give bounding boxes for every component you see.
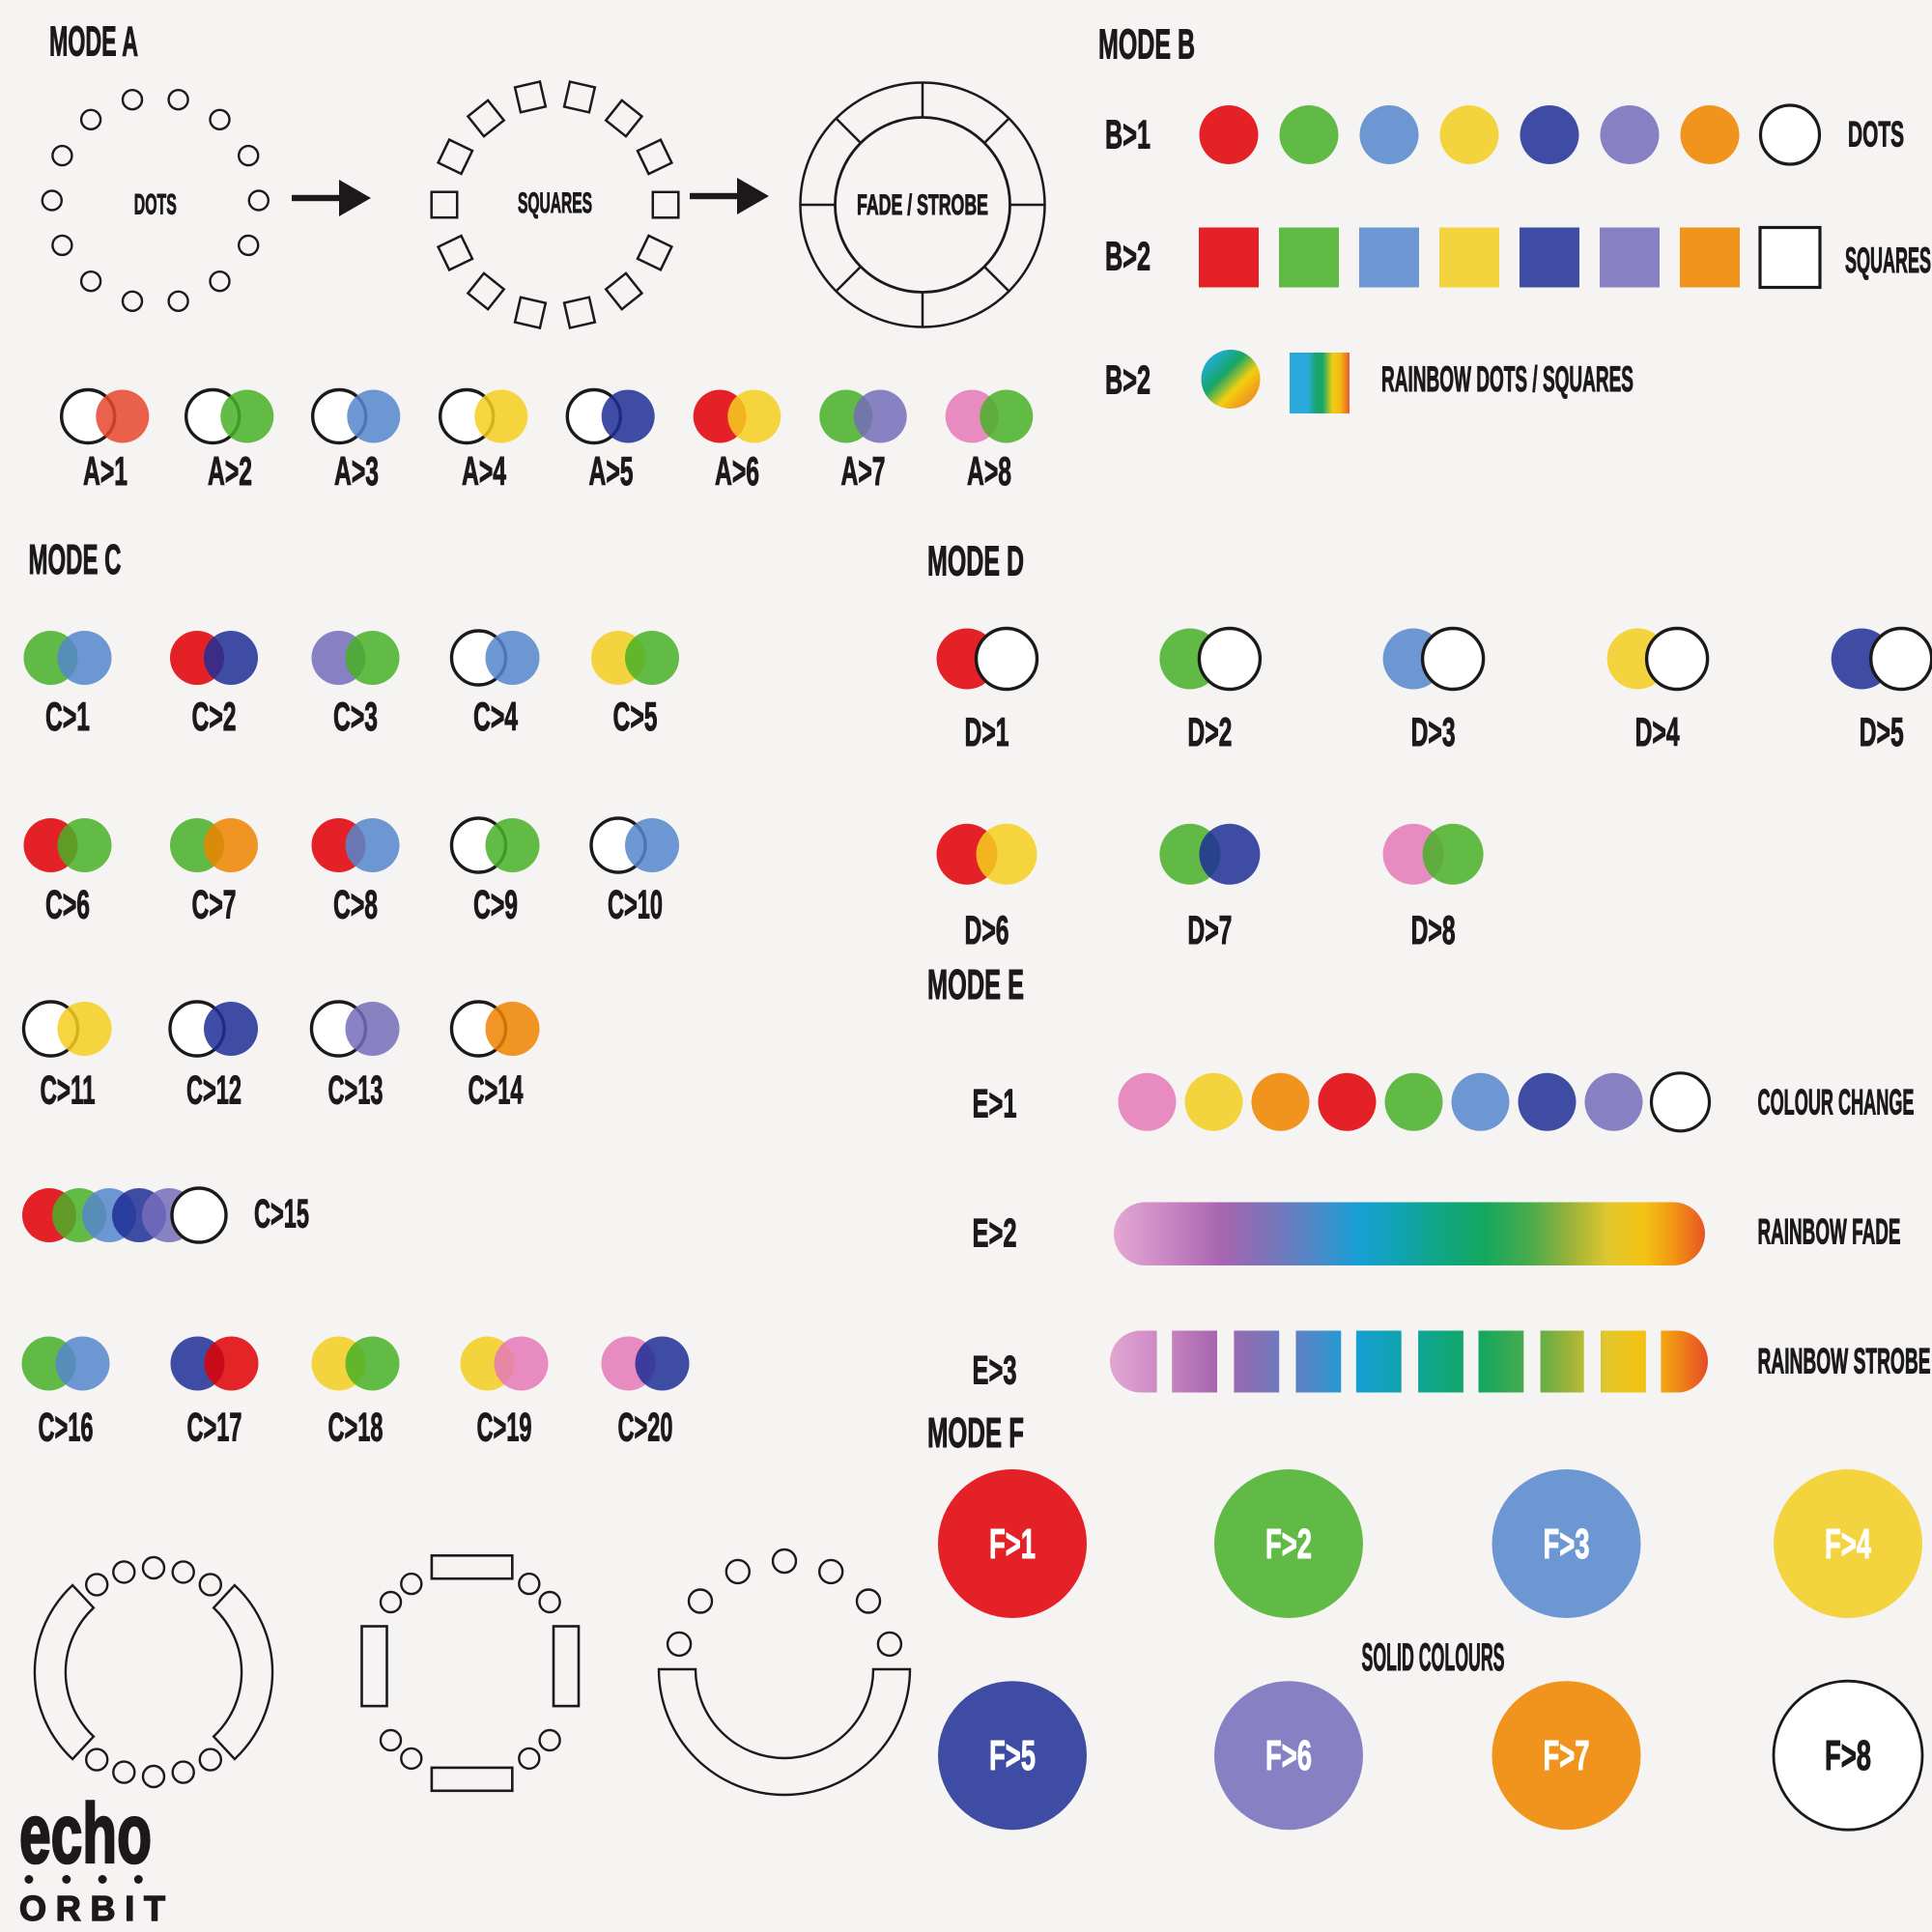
svg-text:C>8: C>8 — [333, 882, 378, 927]
svg-text:A>1: A>1 — [83, 448, 128, 494]
svg-text:SQUARES: SQUARES — [518, 187, 592, 219]
svg-text:A>4: A>4 — [462, 448, 506, 494]
svg-text:C>2: C>2 — [192, 694, 237, 739]
svg-text:D>6: D>6 — [965, 907, 1009, 952]
svg-text:C>6: C>6 — [45, 882, 90, 927]
svg-text:echo: echo — [19, 1787, 152, 1881]
svg-text:A>8: A>8 — [967, 448, 1011, 494]
svg-text:F>7: F>7 — [1544, 1732, 1590, 1779]
svg-text:FADE / STROBE: FADE / STROBE — [857, 189, 988, 221]
svg-text:C>14: C>14 — [469, 1067, 524, 1113]
svg-text:C>11: C>11 — [41, 1067, 96, 1113]
svg-text:F>2: F>2 — [1265, 1520, 1312, 1568]
svg-text:DOTS: DOTS — [134, 189, 177, 221]
svg-text:SQUARES: SQUARES — [1845, 241, 1931, 280]
svg-text:C>18: C>18 — [328, 1405, 384, 1450]
svg-text:MODE A: MODE A — [49, 18, 138, 66]
svg-text:C>10: C>10 — [608, 882, 663, 927]
svg-text:MODE B: MODE B — [1098, 21, 1195, 69]
svg-text:E>3: E>3 — [973, 1348, 1017, 1393]
svg-text:MODE C: MODE C — [29, 536, 122, 583]
svg-text:D>3: D>3 — [1411, 709, 1456, 754]
svg-text:C>16: C>16 — [39, 1405, 94, 1450]
svg-text:RAINBOW FADE: RAINBOW FADE — [1758, 1211, 1901, 1251]
svg-text:C>17: C>17 — [187, 1405, 242, 1450]
svg-text:C>4: C>4 — [473, 694, 518, 739]
svg-text:C>20: C>20 — [618, 1405, 673, 1450]
svg-text:C>1: C>1 — [45, 694, 90, 739]
svg-text:D>2: D>2 — [1187, 709, 1232, 754]
svg-text:DOTS: DOTS — [1848, 114, 1904, 154]
svg-text:D>5: D>5 — [1860, 709, 1904, 754]
svg-text:A>3: A>3 — [334, 448, 379, 494]
svg-text:C>13: C>13 — [328, 1067, 384, 1113]
svg-text:ORBIT: ORBIT — [19, 1889, 165, 1928]
svg-text:F>1: F>1 — [989, 1520, 1036, 1568]
svg-text:D>8: D>8 — [1411, 907, 1456, 952]
svg-text:F>5: F>5 — [989, 1732, 1036, 1779]
svg-text:B>1: B>1 — [1105, 112, 1151, 157]
svg-text:COLOUR CHANGE: COLOUR CHANGE — [1758, 1083, 1915, 1122]
svg-text:C>12: C>12 — [186, 1067, 242, 1113]
svg-text:F>3: F>3 — [1544, 1520, 1590, 1568]
svg-text:A>2: A>2 — [208, 448, 252, 494]
svg-text:SOLID COLOURS: SOLID COLOURS — [1362, 1636, 1505, 1679]
svg-text:C>9: C>9 — [473, 882, 518, 927]
svg-text:B>2: B>2 — [1105, 357, 1151, 403]
svg-text:D>7: D>7 — [1187, 907, 1232, 952]
svg-text:D>4: D>4 — [1635, 709, 1680, 754]
svg-text:F>6: F>6 — [1265, 1732, 1312, 1779]
svg-text:F>4: F>4 — [1825, 1520, 1871, 1568]
svg-text:A>7: A>7 — [841, 448, 886, 494]
svg-text:MODE E: MODE E — [927, 961, 1024, 1009]
svg-text:C>7: C>7 — [192, 882, 237, 927]
svg-text:RAINBOW DOTS / SQUARES: RAINBOW DOTS / SQUARES — [1381, 359, 1634, 399]
svg-text:F>8: F>8 — [1825, 1732, 1871, 1779]
svg-text:D>1: D>1 — [965, 709, 1009, 754]
svg-text:MODE F: MODE F — [927, 1409, 1024, 1457]
svg-text:A>5: A>5 — [589, 448, 634, 494]
svg-text:A>6: A>6 — [715, 448, 759, 494]
svg-text:C>15: C>15 — [254, 1191, 309, 1236]
svg-text:B>2: B>2 — [1105, 234, 1151, 279]
svg-text:RAINBOW STROBE: RAINBOW STROBE — [1758, 1341, 1931, 1380]
svg-text:C>19: C>19 — [477, 1405, 532, 1450]
svg-text:C>3: C>3 — [333, 694, 378, 739]
svg-text:E>2: E>2 — [973, 1209, 1017, 1255]
svg-text:C>5: C>5 — [613, 694, 658, 739]
svg-text:MODE D: MODE D — [927, 538, 1024, 585]
svg-text:E>1: E>1 — [973, 1081, 1017, 1126]
